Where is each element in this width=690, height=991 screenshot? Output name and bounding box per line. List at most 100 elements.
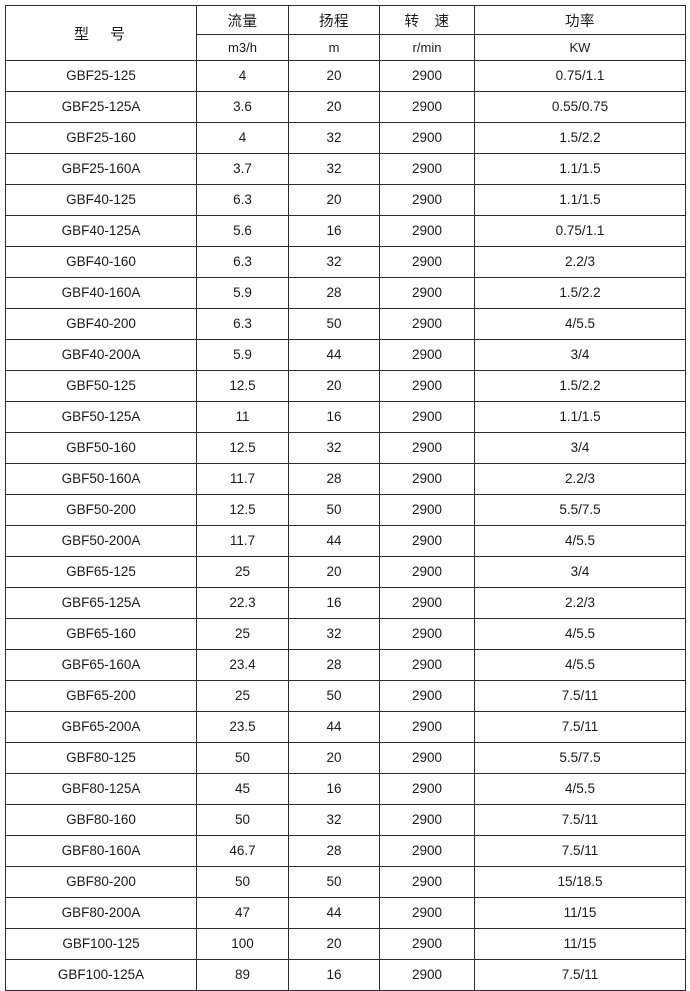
column-unit-speed: r/min xyxy=(379,34,475,61)
cell-power: 4/5.5 xyxy=(474,773,686,805)
cell-power: 2.2/3 xyxy=(474,463,686,495)
cell-flow: 25 xyxy=(196,556,289,588)
cell-head: 44 xyxy=(288,525,380,557)
cell-flow: 50 xyxy=(196,742,289,774)
cell-power: 7.5/11 xyxy=(474,680,686,712)
cell-head: 32 xyxy=(288,246,380,278)
cell-head: 16 xyxy=(288,959,380,991)
cell-model: GBF25-160A xyxy=(5,153,197,185)
cell-power: 15/18.5 xyxy=(474,866,686,898)
cell-model: GBF65-160A xyxy=(5,649,197,681)
table-body: GBF25-125 4 20 2900 0.75/1.1 GBF25-125A 3.6 20 2… xyxy=(5,60,686,991)
cell-head: 20 xyxy=(288,184,380,216)
cell-head: 20 xyxy=(288,556,380,588)
cell-flow: 4 xyxy=(196,122,289,154)
table-row: GBF40-125A 5.6 16 2900 0.75/1.1 xyxy=(5,215,686,247)
cell-speed: 2900 xyxy=(379,556,475,588)
table-row: GBF25-125A 3.6 20 2900 0.55/0.75 xyxy=(5,91,686,123)
table-row: GBF80-125 50 20 2900 5.5/7.5 xyxy=(5,742,686,774)
cell-power: 1.5/2.2 xyxy=(474,122,686,154)
cell-speed: 2900 xyxy=(379,215,475,247)
header-row-units: m3/h m r/min KW xyxy=(6,34,686,61)
cell-model: GBF25-160 xyxy=(5,122,197,154)
table-row: GBF50-200A 11.7 44 2900 4/5.5 xyxy=(5,525,686,557)
cell-model: GBF40-160A xyxy=(5,277,197,309)
cell-speed: 2900 xyxy=(379,618,475,650)
table-row: GBF80-160A 46.7 28 2900 7.5/11 xyxy=(5,835,686,867)
cell-flow: 100 xyxy=(196,928,289,960)
cell-model: GBF65-160 xyxy=(5,618,197,650)
cell-head: 28 xyxy=(288,835,380,867)
cell-head: 28 xyxy=(288,277,380,309)
cell-speed: 2900 xyxy=(379,432,475,464)
cell-head: 20 xyxy=(288,91,380,123)
cell-head: 16 xyxy=(288,773,380,805)
cell-head: 32 xyxy=(288,153,380,185)
cell-power: 4/5.5 xyxy=(474,525,686,557)
cell-speed: 2900 xyxy=(379,649,475,681)
table-row: GBF25-160A 3.7 32 2900 1.1/1.5 xyxy=(5,153,686,185)
cell-head: 20 xyxy=(288,60,380,92)
cell-head: 32 xyxy=(288,432,380,464)
cell-model: GBF40-200A xyxy=(5,339,197,371)
pump-specification-table: 型 号 流量 扬程 转 速 功率 m3/h m r/min KW GBF25-1… xyxy=(5,5,686,991)
cell-head: 32 xyxy=(288,618,380,650)
cell-flow: 5.9 xyxy=(196,339,289,371)
table-row: GBF65-200 25 50 2900 7.5/11 xyxy=(5,680,686,712)
cell-power: 7.5/11 xyxy=(474,711,686,743)
cell-model: GBF65-200A xyxy=(5,711,197,743)
cell-model: GBF40-125A xyxy=(5,215,197,247)
table-row: GBF65-160 25 32 2900 4/5.5 xyxy=(5,618,686,650)
cell-head: 50 xyxy=(288,680,380,712)
cell-speed: 2900 xyxy=(379,60,475,92)
cell-model: GBF100-125 xyxy=(5,928,197,960)
cell-flow: 3.7 xyxy=(196,153,289,185)
cell-head: 20 xyxy=(288,370,380,402)
cell-flow: 12.5 xyxy=(196,432,289,464)
cell-flow: 6.3 xyxy=(196,246,289,278)
cell-model: GBF25-125 xyxy=(5,60,197,92)
cell-power: 3/4 xyxy=(474,432,686,464)
column-header-power: 功率 xyxy=(474,5,686,35)
cell-power: 4/5.5 xyxy=(474,649,686,681)
cell-flow: 46.7 xyxy=(196,835,289,867)
cell-flow: 12.5 xyxy=(196,494,289,526)
cell-model: GBF65-125A xyxy=(5,587,197,619)
spec-table-container: 型 号 流量 扬程 转 速 功率 m3/h m r/min KW GBF25-1… xyxy=(5,5,686,991)
table-row: GBF50-125A 11 16 2900 1.1/1.5 xyxy=(5,401,686,433)
cell-speed: 2900 xyxy=(379,711,475,743)
cell-head: 20 xyxy=(288,742,380,774)
cell-speed: 2900 xyxy=(379,277,475,309)
cell-flow: 4 xyxy=(196,60,289,92)
cell-power: 0.75/1.1 xyxy=(474,215,686,247)
cell-speed: 2900 xyxy=(379,680,475,712)
cell-flow: 25 xyxy=(196,618,289,650)
cell-model: GBF100-125A xyxy=(5,959,197,991)
cell-flow: 22.3 xyxy=(196,587,289,619)
cell-power: 4/5.5 xyxy=(474,308,686,340)
cell-head: 50 xyxy=(288,866,380,898)
cell-speed: 2900 xyxy=(379,184,475,216)
cell-power: 0.75/1.1 xyxy=(474,60,686,92)
cell-speed: 2900 xyxy=(379,773,475,805)
table-row: GBF40-160 6.3 32 2900 2.2/3 xyxy=(5,246,686,278)
column-header-speed: 转 速 xyxy=(379,5,475,35)
cell-speed: 2900 xyxy=(379,122,475,154)
cell-speed: 2900 xyxy=(379,153,475,185)
cell-model: GBF65-125 xyxy=(5,556,197,588)
cell-speed: 2900 xyxy=(379,246,475,278)
cell-head: 32 xyxy=(288,122,380,154)
cell-model: GBF80-160A xyxy=(5,835,197,867)
table-row: GBF80-160 50 32 2900 7.5/11 xyxy=(5,804,686,836)
cell-head: 32 xyxy=(288,804,380,836)
cell-model: GBF65-200 xyxy=(5,680,197,712)
cell-head: 20 xyxy=(288,928,380,960)
cell-speed: 2900 xyxy=(379,742,475,774)
cell-model: GBF50-125 xyxy=(5,370,197,402)
cell-model: GBF80-200A xyxy=(5,897,197,929)
cell-model: GBF80-125A xyxy=(5,773,197,805)
cell-flow: 23.5 xyxy=(196,711,289,743)
cell-speed: 2900 xyxy=(379,804,475,836)
cell-flow: 23.4 xyxy=(196,649,289,681)
cell-power: 1.5/2.2 xyxy=(474,277,686,309)
